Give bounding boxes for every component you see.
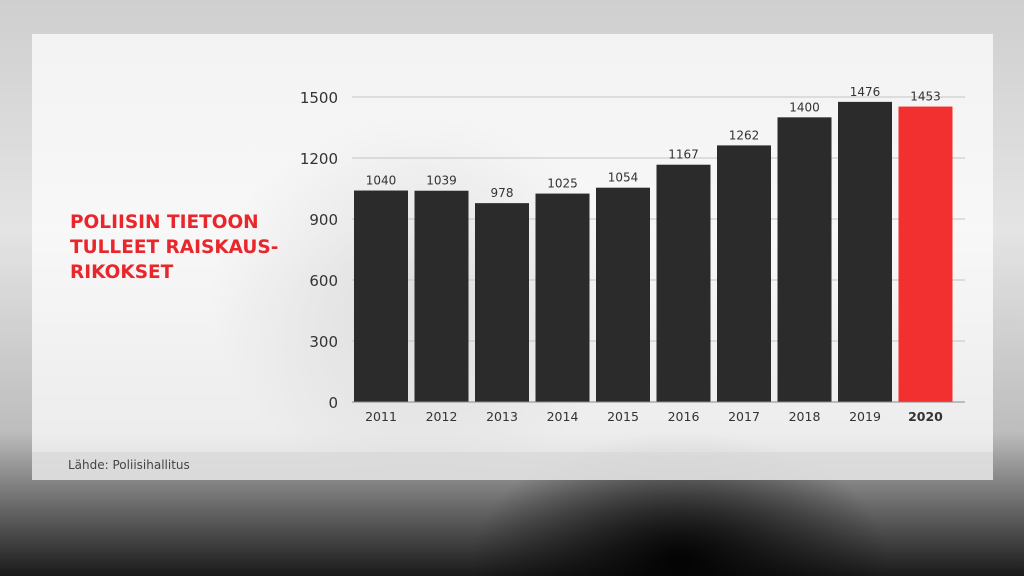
- value-label: 1453: [910, 90, 941, 104]
- x-tick-label: 2015: [607, 409, 639, 424]
- bar-2019: [838, 101, 892, 402]
- value-label: 1400: [789, 100, 820, 114]
- x-tick-label: 2012: [426, 409, 458, 424]
- title-line: RIKOKSET: [70, 262, 174, 283]
- title-line: TULLEET RAISKAUS-: [70, 237, 279, 258]
- bar-2014: [535, 193, 590, 402]
- x-tick-label: 2014: [547, 409, 579, 424]
- bar-2018: [777, 117, 832, 402]
- value-label: 1167: [668, 148, 699, 162]
- x-tick-label: 2019: [849, 409, 881, 424]
- value-label: 1039: [426, 174, 457, 188]
- source-footer: Lähde: Poliisihallitus: [32, 452, 993, 480]
- bar-2017: [717, 145, 771, 403]
- value-label: 1262: [729, 128, 760, 142]
- x-tick-label: 2018: [789, 409, 821, 424]
- value-label: 1476: [850, 85, 881, 99]
- value-label: 1040: [366, 174, 397, 188]
- source-text: Lähde: Poliisihallitus: [68, 458, 190, 472]
- y-tick-label: 1200: [300, 150, 338, 168]
- chart-title: POLIISIN TIETOON TULLEET RAISKAUS- RIKOK…: [70, 210, 310, 285]
- x-tick-label: 2017: [728, 409, 760, 424]
- bar-2020: [898, 106, 953, 402]
- y-tick-label: 0: [328, 394, 338, 412]
- value-label: 1025: [547, 177, 578, 191]
- bar-2011: [354, 190, 408, 402]
- bar-2015: [596, 187, 650, 402]
- title-line: POLIISIN TIETOON: [70, 212, 259, 233]
- y-tick-label: 1500: [300, 89, 338, 107]
- x-tick-label: 2011: [365, 409, 397, 424]
- y-tick-label: 600: [309, 272, 338, 290]
- bar-2012: [414, 190, 469, 402]
- bar-2013: [475, 203, 529, 402]
- y-tick-label: 900: [309, 211, 338, 229]
- y-tick-label: 300: [309, 333, 338, 351]
- bar-2016: [656, 164, 711, 402]
- value-label: 978: [491, 186, 514, 200]
- value-label: 1054: [608, 171, 639, 185]
- x-tick-label: 2016: [668, 409, 700, 424]
- x-tick-label: 2013: [486, 409, 518, 424]
- x-tick-label: 2020: [908, 409, 943, 424]
